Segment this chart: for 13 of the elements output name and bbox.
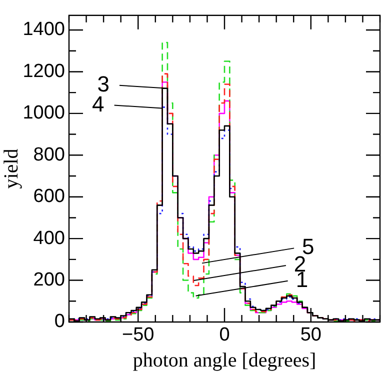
x-tick-label: 50: [300, 324, 322, 346]
y-tick-label: 0: [54, 311, 65, 332]
y-tick-label: 1000: [22, 102, 65, 124]
x-tick-label: 0: [219, 324, 230, 346]
y-tick-label: 800: [33, 144, 65, 166]
y-tick-label: 600: [33, 186, 65, 208]
y-axis-title: yield: [0, 148, 22, 189]
y-tick-label: 1400: [22, 19, 65, 40]
y-tick-label: 400: [33, 228, 65, 249]
x-axis-title: photon angle [degrees]: [132, 349, 316, 372]
x-tick-label: −50: [122, 324, 154, 346]
y-tick-label: 200: [33, 270, 65, 291]
y-tick-label: 1200: [22, 60, 65, 82]
